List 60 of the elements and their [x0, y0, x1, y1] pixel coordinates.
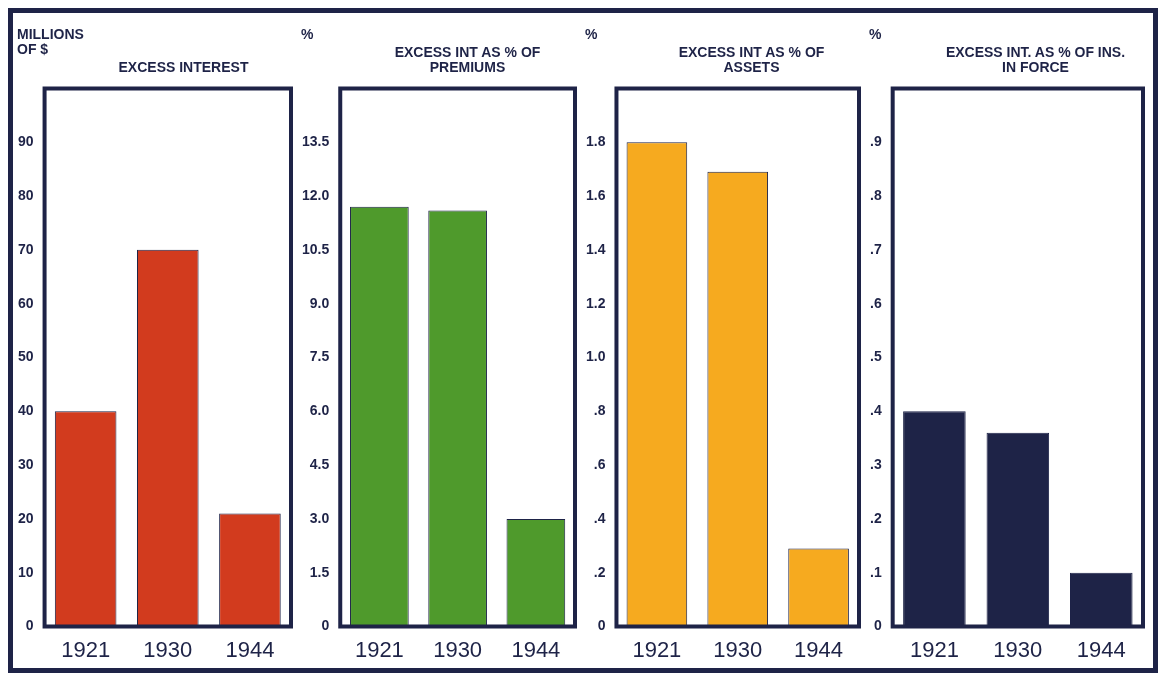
y-tick-label: 1.4	[585, 240, 606, 257]
y-tick-label: 0	[321, 617, 330, 634]
y-tick-label: 7.5	[309, 348, 330, 365]
y-axis-title: %	[301, 26, 315, 42]
chart-title: EXCESS INT AS % OF ASSETS	[677, 44, 826, 75]
x-tick-label: 1921	[909, 636, 959, 662]
y-tick-label: 70	[17, 240, 34, 257]
y-tick-label: .1	[869, 563, 882, 580]
y-tick-label: 4.5	[309, 456, 330, 472]
y-tick-label: .3	[869, 456, 882, 472]
y-tick-label: .4	[593, 509, 606, 526]
x-tick-label: 1930	[433, 636, 483, 662]
y-tick-label: .2	[593, 563, 606, 580]
x-tick-label: 1921	[632, 636, 682, 662]
x-tick-label: 1944	[225, 636, 275, 662]
y-tick-label: .6	[869, 294, 882, 311]
y-tick-label: 0	[597, 617, 606, 634]
x-tick-label: 1930	[713, 636, 763, 662]
y-tick-label: 1.6	[585, 186, 606, 203]
chart-title: EXCESS INT. AS % OF INS. IN FORCE	[944, 44, 1127, 75]
y-tick-label: 20	[17, 509, 34, 526]
chart-title: EXCESS INTEREST	[117, 59, 250, 75]
y-tick-label: 80	[17, 186, 34, 203]
y-tick-label: .5	[869, 348, 882, 365]
y-tick-label: 40	[17, 402, 34, 419]
y-tick-label: .6	[593, 456, 606, 472]
chart-title: EXCESS INT AS % OF PREMIUMS	[393, 44, 542, 75]
y-tick-label: 0	[25, 617, 34, 634]
y-tick-label: .8	[593, 402, 606, 419]
y-tick-label: 90	[17, 133, 34, 150]
y-axis-title: %	[869, 26, 883, 42]
y-tick-label: 1.0	[585, 348, 606, 365]
x-tick-label: 1944	[794, 636, 844, 662]
y-tick-label: 13.5	[302, 133, 330, 150]
y-tick-label: 6.0	[309, 402, 330, 419]
y-tick-label: 30	[17, 456, 34, 472]
x-tick-label: 1921	[61, 636, 111, 662]
x-tick-label: 1921	[354, 636, 404, 662]
y-tick-label: 60	[17, 294, 34, 311]
y-tick-label: .2	[869, 509, 882, 526]
y-tick-label: .8	[869, 186, 882, 203]
y-tick-label: 50	[17, 348, 34, 365]
y-tick-label: 10.5	[302, 240, 330, 257]
y-tick-label: 10	[17, 563, 34, 580]
x-tick-label: 1944	[511, 636, 561, 662]
y-tick-label: 9.0	[309, 294, 330, 311]
y-tick-label: .4	[869, 402, 882, 419]
y-tick-label: 12.0	[302, 186, 330, 203]
x-tick-label: 1930	[993, 636, 1043, 662]
y-tick-label: .7	[869, 240, 882, 257]
y-tick-label: 1.8	[585, 133, 606, 150]
x-tick-label: 1930	[143, 636, 193, 662]
y-axis-title: MILLIONS OF $	[17, 26, 85, 57]
y-axis-title: %	[585, 26, 599, 42]
y-tick-label: 0	[873, 617, 882, 634]
y-tick-label: 1.5	[309, 563, 330, 580]
x-tick-label: 1944	[1076, 636, 1126, 662]
y-tick-label: 1.2	[585, 294, 606, 311]
y-tick-label: .9	[869, 133, 882, 150]
y-tick-label: 3.0	[309, 509, 330, 526]
